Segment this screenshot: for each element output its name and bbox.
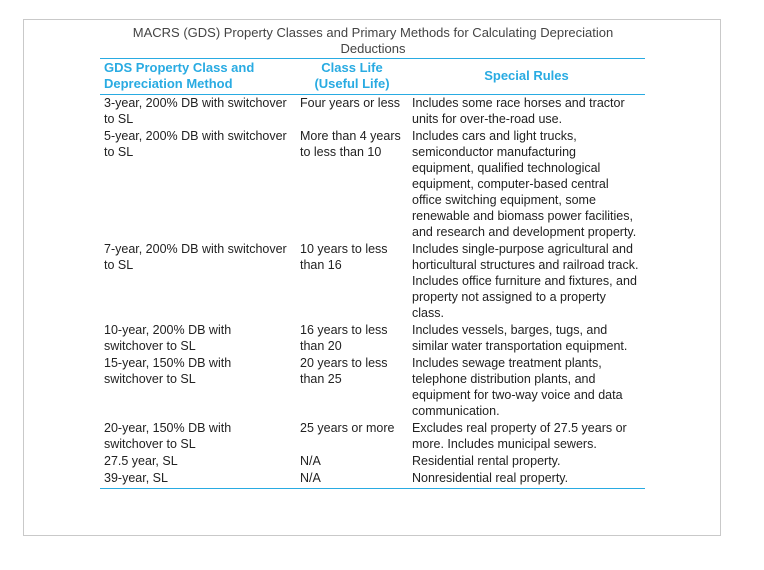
cell-property-class: 15-year, 150% DB with switchover to SL <box>104 356 232 386</box>
table-row: 20-year, 150% DB with switchover to SL 2… <box>100 420 645 453</box>
table-header-row: GDS Property Class and Depreciation Meth… <box>100 58 645 95</box>
cell-property-class: 27.5 year, SL <box>104 454 178 468</box>
cell-special-rules: Includes some race horses and tractor un… <box>412 96 625 126</box>
cell-property-class: 39-year, SL <box>100 470 296 489</box>
cell-class-life: Four years or less <box>300 96 401 110</box>
cell-special-rules: Includes single-purpose agricultural and… <box>412 242 639 320</box>
table-row: 10-year, 200% DB with switchover to SL 1… <box>100 322 645 355</box>
cell-class-life: 10 years to less than 16 <box>300 242 388 272</box>
cell-property-class: 20-year, 150% DB with switchover to SL <box>104 421 232 451</box>
document-frame <box>23 19 721 536</box>
header-special-rules: Special Rules <box>408 58 645 95</box>
cell-property-class: 3-year, 200% DB with switchover to SL <box>104 96 287 126</box>
macrs-property-classes-table: GDS Property Class and Depreciation Meth… <box>100 58 645 489</box>
cell-special-rules: Includes vessels, barges, tugs, and simi… <box>412 323 628 353</box>
cell-class-life: N/A <box>300 454 321 468</box>
cell-class-life: N/A <box>296 470 408 489</box>
cell-property-class: 5-year, 200% DB with switchover to SL <box>104 129 287 159</box>
cell-class-life: More than 4 years to less than 10 <box>300 129 401 159</box>
table-row: 5-year, 200% DB with switchover to SL Mo… <box>100 128 645 241</box>
table-row: 27.5 year, SL N/A Residential rental pro… <box>100 453 645 470</box>
cell-special-rules: Excludes real property of 27.5 years or … <box>412 421 627 451</box>
table-row: 39-year, SL N/A Nonresidential real prop… <box>100 470 645 489</box>
cell-class-life: 25 years or more <box>300 421 395 435</box>
cell-property-class: 10-year, 200% DB with switchover to SL <box>104 323 232 353</box>
cell-property-class: 7-year, 200% DB with switchover to SL <box>104 242 287 272</box>
cell-class-life: 16 years to less than 20 <box>300 323 388 353</box>
table-row: 3-year, 200% DB with switchover to SL Fo… <box>100 95 645 129</box>
table-row: 15-year, 150% DB with switchover to SL 2… <box>100 355 645 420</box>
cell-special-rules: Nonresidential real property. <box>408 470 645 489</box>
cell-special-rules: Includes sewage treatment plants, teleph… <box>412 356 623 418</box>
table-row: 7-year, 200% DB with switchover to SL 10… <box>100 241 645 322</box>
cell-special-rules: Residential rental property. <box>412 454 561 468</box>
cell-special-rules: Includes cars and light trucks, semicond… <box>412 129 637 239</box>
header-property-class: GDS Property Class and Depreciation Meth… <box>100 58 296 95</box>
cell-class-life: 20 years to less than 25 <box>300 356 388 386</box>
table-caption: MACRS (GDS) Property Classes and Primary… <box>132 25 614 56</box>
header-class-life: Class Life (Useful Life) <box>296 58 408 95</box>
